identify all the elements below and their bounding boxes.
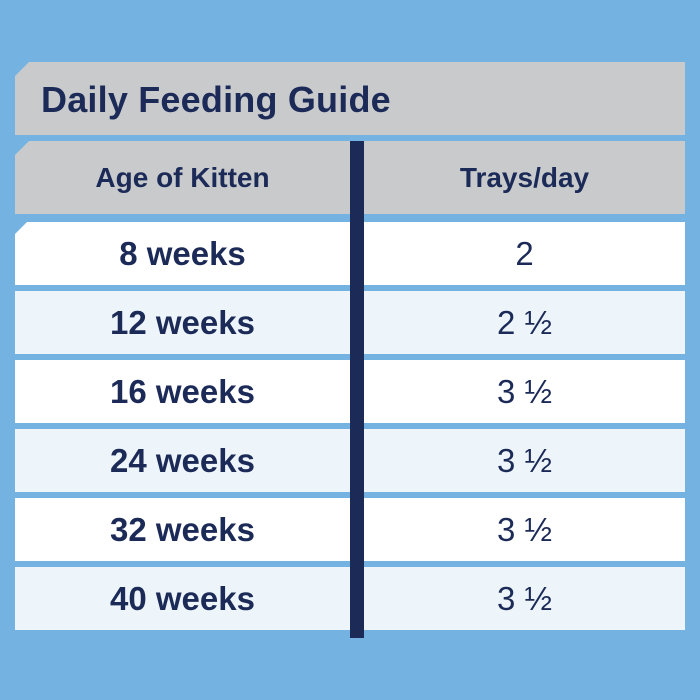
table-row: 40 weeks 3 ½ — [15, 567, 685, 630]
table-row: 12 weeks 2 ½ — [15, 291, 685, 354]
table-row: 24 weeks 3 ½ — [15, 429, 685, 492]
trays-cell: 2 ½ — [364, 291, 685, 354]
trays-cell: 3 ½ — [364, 498, 685, 561]
age-cell: 24 weeks — [15, 429, 350, 492]
column-header-age: Age of Kitten — [15, 141, 350, 214]
title-bar: Daily Feeding Guide — [15, 62, 685, 135]
table-row: 16 weeks 3 ½ — [15, 360, 685, 423]
trays-cell: 2 — [364, 222, 685, 285]
trays-cell: 3 ½ — [364, 360, 685, 423]
age-cell: 16 weeks — [15, 360, 350, 423]
age-cell: 12 weeks — [15, 291, 350, 354]
age-cell: 40 weeks — [15, 567, 350, 630]
page-title: Daily Feeding Guide — [41, 79, 391, 120]
trays-cell: 3 ½ — [364, 429, 685, 492]
trays-cell: 3 ½ — [364, 567, 685, 630]
table-row: 32 weeks 3 ½ — [15, 498, 685, 561]
age-cell: 8 weeks — [15, 222, 350, 285]
age-cell: 32 weeks — [15, 498, 350, 561]
column-divider — [350, 141, 364, 638]
table-header: Age of Kitten Trays/day — [15, 141, 685, 214]
column-header-trays: Trays/day — [364, 141, 685, 214]
table-row: 8 weeks 2 — [15, 222, 685, 285]
